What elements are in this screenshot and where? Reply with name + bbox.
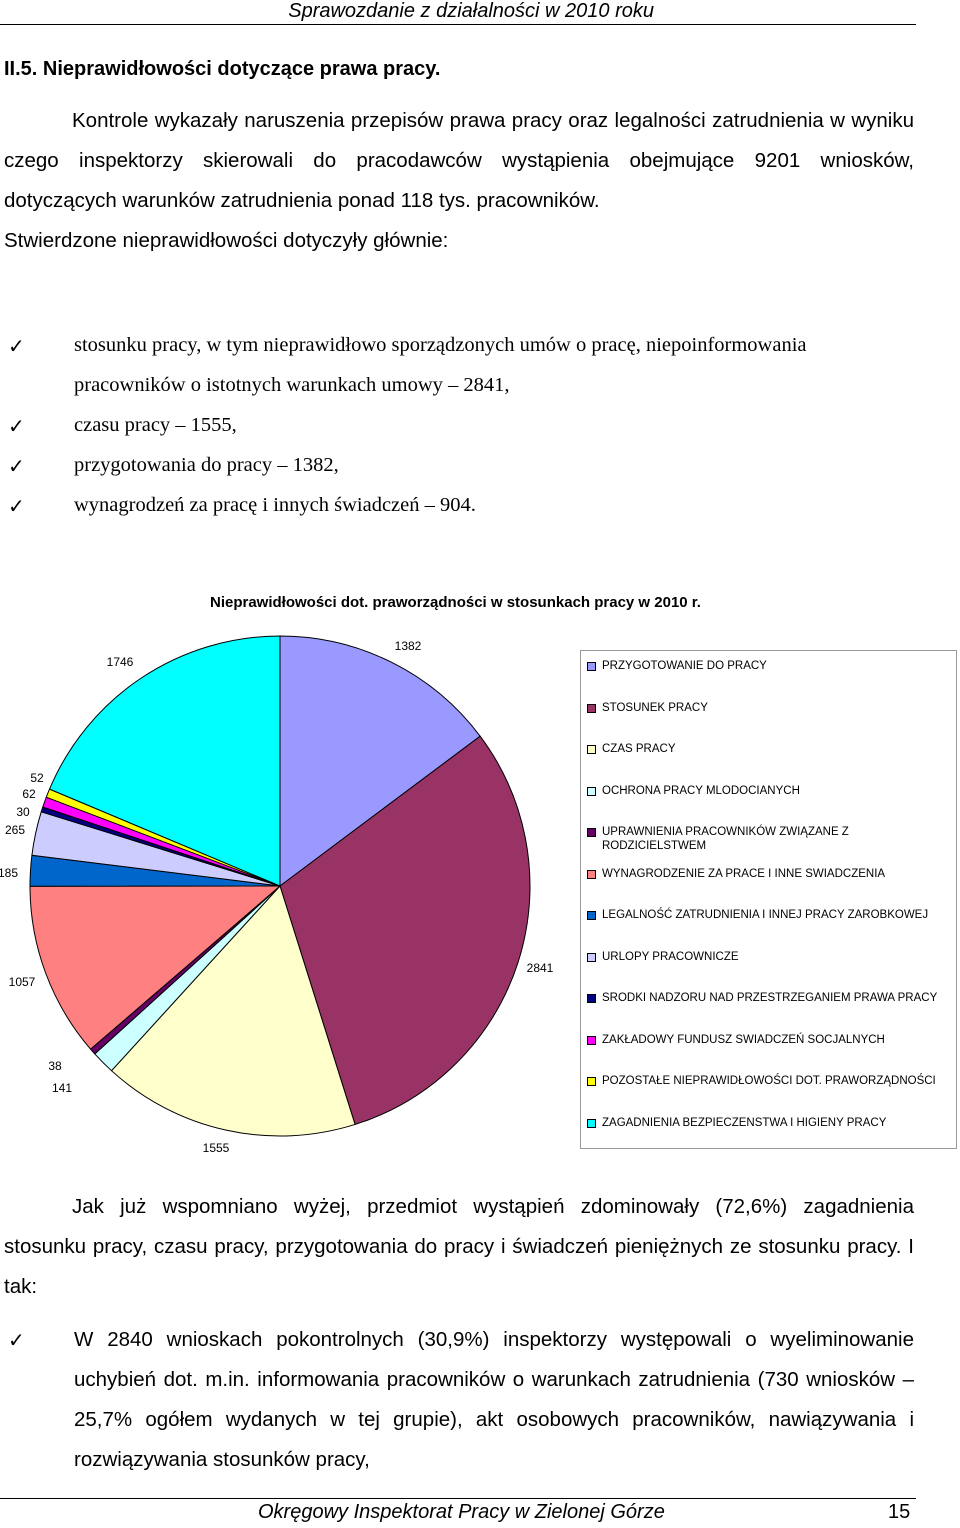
legend-swatch	[587, 911, 596, 920]
slice-value-label: 1382	[395, 639, 422, 653]
slice-value-label: 141	[52, 1081, 72, 1095]
legend-label: STOSUNEK PRACY	[602, 701, 708, 714]
intro-text: Kontrole wykazały naruszenia przepisów p…	[4, 109, 914, 212]
legend-label: WYNAGRODZENIE ZA PRACE I INNE SWIADCZENI…	[602, 867, 886, 880]
legend-label: CZAS PRACY	[602, 743, 676, 755]
legend-label: PRZYGOTOWANIE DO PRACY	[602, 660, 767, 672]
page-header-title: Sprawozdanie z działalności w 2010 roku	[288, 0, 654, 22]
chart-title: Nieprawidłowości dot. praworządności w s…	[210, 594, 701, 611]
checkmark-icon: ✓	[8, 414, 25, 438]
slice-value-label: 52	[30, 771, 44, 785]
body-bullet-text: W 2840 wnioskach pokontrolnych (30,9%) i…	[74, 1328, 914, 1471]
legend-label: SRODKI NADZORU NAD PRZESTRZEGANIEM PRAWA…	[602, 992, 938, 1004]
legend-label: LEGALNOŚĆ ZATRUDNIENIA I INNEJ PRACY ZAR…	[602, 909, 929, 921]
slice-value-label: 265	[5, 823, 25, 837]
page-number: 15	[888, 1501, 911, 1523]
slice-value-label: 1555	[203, 1141, 230, 1155]
checkmark-icon: ✓	[8, 334, 25, 358]
pie-slice	[279, 635, 481, 887]
intro-paragraph: Kontrole wykazały naruszenia przepisów p…	[4, 101, 914, 261]
legend-swatch	[587, 1118, 596, 1128]
checkmark-icon: ✓	[8, 494, 25, 518]
checkmark-icon: ✓	[8, 454, 25, 478]
footer-office: Okręgowy Inspektorat Pracy w Zielonej Gó…	[258, 1501, 665, 1523]
finding-1-line1: stosunku pracy, w tym nieprawidłowo spor…	[74, 334, 807, 356]
legend-swatch	[587, 1077, 596, 1086]
legend-label: ZAKŁADOWY FUNDUSZ SWIADCZEŃ SOCJALNYCH	[602, 1033, 885, 1046]
legend-label: UPRAWNIENIA PRACOWNIKÓW ZWIĄZANE Z RODZI…	[602, 826, 849, 852]
slice-value-label: 185	[0, 866, 18, 880]
legend-swatch	[587, 1035, 596, 1045]
legend-swatch	[587, 828, 596, 837]
footer-rule	[0, 1498, 916, 1499]
pie-slice	[110, 885, 356, 1137]
body-paragraph: Jak już wspomniano wyżej, przedmiot wyst…	[4, 1187, 914, 1307]
slice-value-label: 30	[16, 805, 30, 819]
pie-slice	[279, 735, 531, 1126]
legend-swatch	[587, 952, 596, 962]
body-text: Jak już wspomniano wyżej, przedmiot wyst…	[4, 1195, 914, 1298]
legend-swatch	[587, 703, 596, 713]
finding-2: czasu pracy – 1555,	[74, 414, 237, 436]
finding-1-line2: pracowników o istotnych warunkach umowy …	[74, 374, 510, 396]
slice-value-label: 1057	[9, 975, 36, 989]
slice-value-label: 62	[22, 787, 36, 801]
legend-swatch	[587, 745, 596, 754]
pie-slice	[29, 885, 282, 1050]
legend-swatch	[587, 662, 596, 671]
section-heading: II.5. Nieprawidłowości dotyczące prawa p…	[4, 58, 441, 80]
legend-swatch	[587, 786, 596, 796]
legend-label: ZAGADNIENIA BEZPIECZENSTWA I HIGIENY PRA…	[602, 1116, 887, 1129]
chart-legend: PRZYGOTOWANIE DO PRACY STOSUNEK PRACY CZAS…	[580, 650, 957, 1149]
checkmark-icon: ✓	[8, 1328, 25, 1352]
slice-value-label: 1746	[107, 655, 134, 669]
slice-value-label: 38	[48, 1059, 62, 1073]
legend-label: OCHRONA PRACY MLODOCIANYCH	[602, 784, 800, 797]
finding-4: wynagrodzeń za pracę i innych świadczeń …	[74, 494, 476, 516]
legend-label: URLOPY PRACOWNICZE	[602, 950, 739, 963]
finding-3: przygotowania do pracy – 1382,	[74, 454, 339, 476]
legend-label: POZOSTAŁE NIEPRAWIDŁOWOŚCI DOT. PRAWORZĄ…	[602, 1075, 936, 1087]
legend-swatch	[587, 994, 596, 1003]
legend-swatch	[587, 869, 596, 879]
pie-slice	[48, 635, 281, 887]
slice-value-label: 2841	[527, 961, 554, 975]
pie-chart: 1382 2841 1555 141 38 1057 185 265 30 62 52 1746	[0, 635, 554, 1155]
header-rule	[0, 24, 916, 25]
intro-lead: Stwierdzone nieprawidłowości dotyczyły g…	[4, 229, 449, 252]
